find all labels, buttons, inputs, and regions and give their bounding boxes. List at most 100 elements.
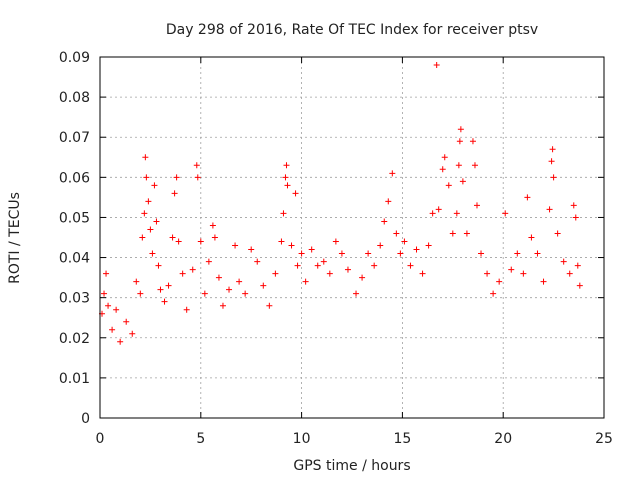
data-point bbox=[299, 251, 305, 257]
data-point bbox=[575, 263, 581, 269]
data-point bbox=[309, 247, 315, 253]
data-point bbox=[278, 239, 284, 245]
data-point bbox=[478, 251, 484, 257]
data-point bbox=[266, 303, 272, 309]
data-point bbox=[450, 230, 456, 236]
data-point bbox=[377, 243, 383, 249]
data-point bbox=[490, 291, 496, 297]
data-point bbox=[295, 263, 301, 269]
data-point bbox=[550, 146, 556, 152]
y-tick-label: 0 bbox=[81, 411, 90, 427]
data-point bbox=[426, 243, 432, 249]
data-point bbox=[139, 235, 145, 241]
data-point bbox=[157, 287, 163, 293]
data-point bbox=[248, 247, 254, 253]
data-point bbox=[561, 259, 567, 265]
plot-frame bbox=[100, 57, 604, 418]
x-tick-label: 20 bbox=[494, 431, 512, 447]
data-point bbox=[514, 251, 520, 257]
data-point bbox=[151, 182, 157, 188]
data-point bbox=[101, 291, 107, 297]
x-tick-label: 25 bbox=[595, 431, 613, 447]
data-point bbox=[105, 303, 111, 309]
data-point bbox=[528, 235, 534, 241]
x-axis-title: GPS time / hours bbox=[293, 458, 410, 474]
data-point bbox=[283, 162, 289, 168]
data-point bbox=[440, 166, 446, 172]
data-point bbox=[195, 174, 201, 180]
data-point bbox=[474, 202, 480, 208]
y-tick-label: 0.05 bbox=[59, 210, 90, 226]
data-point bbox=[496, 279, 502, 285]
data-point bbox=[198, 239, 204, 245]
data-point bbox=[321, 259, 327, 265]
data-point bbox=[149, 251, 155, 257]
data-point bbox=[414, 247, 420, 253]
data-point bbox=[123, 319, 129, 325]
data-point bbox=[129, 331, 135, 337]
data-point bbox=[555, 230, 561, 236]
data-point bbox=[184, 307, 190, 313]
data-points bbox=[99, 62, 583, 345]
data-point bbox=[508, 267, 514, 273]
grid-layer bbox=[100, 57, 604, 418]
data-point bbox=[260, 283, 266, 289]
data-point bbox=[534, 251, 540, 257]
data-point bbox=[571, 202, 577, 208]
data-point bbox=[353, 291, 359, 297]
data-point bbox=[226, 287, 232, 293]
data-point bbox=[457, 138, 463, 144]
data-point bbox=[524, 194, 530, 200]
data-point bbox=[117, 339, 123, 345]
data-point bbox=[272, 271, 278, 277]
data-point bbox=[456, 162, 462, 168]
data-point bbox=[142, 154, 148, 160]
data-point bbox=[280, 210, 286, 216]
data-point bbox=[430, 210, 436, 216]
data-point bbox=[442, 154, 448, 160]
data-point bbox=[365, 251, 371, 257]
data-point bbox=[109, 327, 115, 333]
data-point bbox=[567, 271, 573, 277]
data-point bbox=[446, 182, 452, 188]
data-point bbox=[381, 218, 387, 224]
data-point bbox=[113, 307, 119, 313]
data-point bbox=[190, 267, 196, 273]
data-point bbox=[460, 178, 466, 184]
data-point bbox=[284, 182, 290, 188]
data-point bbox=[141, 210, 147, 216]
data-point bbox=[393, 230, 399, 236]
y-tick-label: 0.06 bbox=[59, 170, 90, 186]
data-point bbox=[216, 275, 222, 281]
data-point bbox=[333, 239, 339, 245]
scatter-chart: Day 298 of 2016, Rate Of TEC Index for r… bbox=[0, 0, 640, 480]
data-point bbox=[339, 251, 345, 257]
x-tick-label: 5 bbox=[196, 431, 205, 447]
data-point bbox=[484, 271, 490, 277]
data-point bbox=[236, 279, 242, 285]
data-point bbox=[176, 239, 182, 245]
x-tick-label: 0 bbox=[96, 431, 105, 447]
data-point bbox=[162, 299, 168, 305]
data-point bbox=[315, 263, 321, 269]
data-point bbox=[145, 198, 151, 204]
data-point bbox=[464, 230, 470, 236]
data-point bbox=[289, 243, 295, 249]
data-point bbox=[133, 279, 139, 285]
data-point bbox=[202, 291, 208, 297]
data-point bbox=[327, 271, 333, 277]
data-point bbox=[282, 174, 288, 180]
y-tick-label: 0.07 bbox=[59, 130, 90, 146]
data-point bbox=[153, 218, 159, 224]
y-tick-label: 0.08 bbox=[59, 90, 90, 106]
y-axis-tick-labels: 0 0.01 0.02 0.03 0.04 0.05 0.06 0.07 0.08 0.09 bbox=[59, 50, 90, 427]
data-point bbox=[407, 263, 413, 269]
data-point bbox=[212, 235, 218, 241]
data-point bbox=[502, 210, 508, 216]
data-point bbox=[549, 158, 555, 164]
data-point bbox=[541, 279, 547, 285]
data-point bbox=[389, 170, 395, 176]
data-point bbox=[103, 271, 109, 277]
data-point bbox=[397, 251, 403, 257]
y-tick-label: 0.09 bbox=[59, 50, 90, 66]
